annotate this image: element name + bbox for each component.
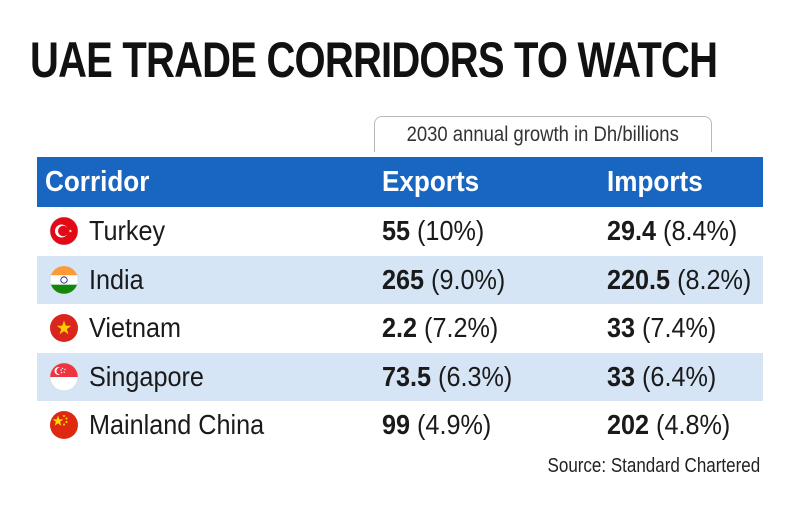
corridor-cell: Vietnam bbox=[37, 312, 382, 344]
table-row: India 265 (9.0%) 220.5 (8.2%) bbox=[37, 255, 763, 304]
imports-cell: 220.5 (8.2%) bbox=[607, 263, 752, 295]
trade-corridors-table: Corridor Exports Imports Turkey 55 (10%)… bbox=[37, 157, 763, 450]
source-note: Source: Standard Chartered bbox=[547, 455, 760, 477]
vietnam-flag-icon bbox=[49, 313, 79, 343]
imports-cell: 33 (7.4%) bbox=[607, 312, 717, 344]
table-row: Singapore 73.5 (6.3%) 33 (6.4%) bbox=[37, 352, 763, 401]
corridor-name: India bbox=[89, 263, 144, 295]
imports-cell: 29.4 (8.4%) bbox=[607, 215, 738, 247]
table-header-row: Corridor Exports Imports bbox=[37, 157, 763, 207]
exports-cell: 55 (10%) bbox=[382, 215, 485, 247]
corridor-name: Mainland China bbox=[89, 409, 265, 441]
india-flag-icon bbox=[49, 265, 79, 295]
imports-cell: 202 (4.8%) bbox=[607, 409, 731, 441]
table-row: Mainland China 99 (4.9%) 202 (4.8%) bbox=[37, 401, 763, 450]
corridor-cell: Turkey bbox=[37, 215, 382, 247]
corridor-cell: Singapore bbox=[37, 361, 382, 393]
table-row: Turkey 55 (10%) 29.4 (8.4%) bbox=[37, 207, 763, 256]
corridor-name: Vietnam bbox=[89, 312, 181, 344]
corridor-name: Turkey bbox=[89, 215, 166, 247]
corridor-cell: India bbox=[37, 264, 382, 296]
page-title: UAE TRADE CORRIDORS TO WATCH bbox=[30, 32, 718, 88]
header-exports: Exports bbox=[382, 165, 480, 198]
table-caption-text: 2030 annual growth in Dh/billions bbox=[406, 123, 680, 146]
exports-cell: 99 (4.9%) bbox=[382, 409, 492, 441]
turkey-flag-icon bbox=[49, 216, 79, 246]
table-row: Vietnam 2.2 (7.2%) 33 (7.4%) bbox=[37, 304, 763, 353]
table-caption: 2030 annual growth in Dh/billions bbox=[374, 116, 712, 152]
header-imports: Imports bbox=[607, 165, 703, 198]
exports-cell: 73.5 (6.3%) bbox=[382, 360, 513, 392]
corridor-name: Singapore bbox=[89, 360, 204, 392]
china-flag-icon bbox=[49, 410, 79, 440]
exports-cell: 265 (9.0%) bbox=[382, 263, 506, 295]
header-corridor: Corridor bbox=[45, 165, 150, 198]
corridor-cell: Mainland China bbox=[37, 409, 382, 441]
exports-cell: 2.2 (7.2%) bbox=[382, 312, 499, 344]
singapore-flag-icon bbox=[49, 362, 79, 392]
imports-cell: 33 (6.4%) bbox=[607, 360, 717, 392]
